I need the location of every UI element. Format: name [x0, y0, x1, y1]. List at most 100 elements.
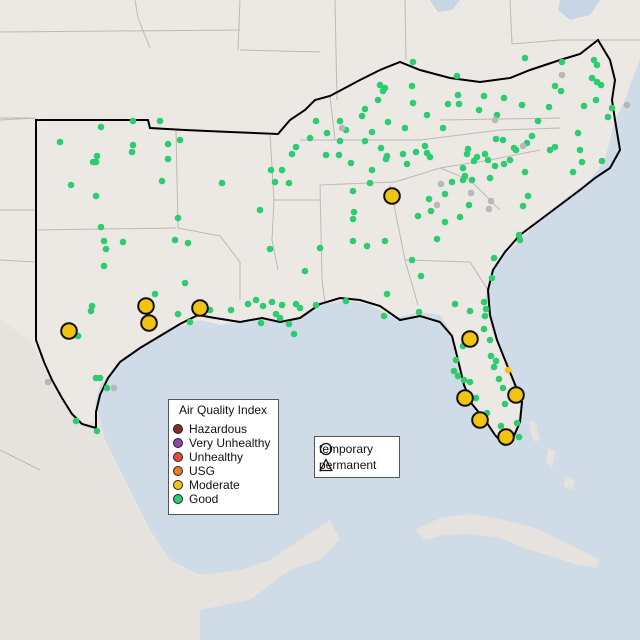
good-monitor-marker[interactable] [368, 128, 376, 136]
good-monitor-marker[interactable] [276, 314, 284, 322]
good-monitor-marker[interactable] [490, 254, 498, 262]
offline-monitor-marker[interactable] [433, 201, 441, 209]
good-monitor-marker[interactable] [349, 187, 357, 195]
good-monitor-marker[interactable] [102, 245, 110, 253]
good-monitor-marker[interactable] [590, 56, 598, 64]
good-monitor-marker[interactable] [384, 118, 392, 126]
good-monitor-marker[interactable] [426, 153, 434, 161]
good-monitor-marker[interactable] [423, 111, 431, 119]
offline-monitor-marker[interactable] [338, 124, 346, 132]
good-monitor-marker[interactable] [463, 150, 471, 158]
good-monitor-marker[interactable] [516, 236, 524, 244]
good-monitor-marker[interactable] [408, 256, 416, 264]
good-monitor-marker[interactable] [492, 135, 500, 143]
good-monitor-marker[interactable] [500, 160, 508, 168]
good-monitor-marker[interactable] [466, 378, 474, 386]
good-monitor-marker[interactable] [342, 297, 350, 305]
good-monitor-marker[interactable] [272, 310, 280, 318]
moderate-monitor-marker[interactable] [504, 366, 512, 374]
good-monitor-marker[interactable] [546, 146, 554, 154]
good-monitor-marker[interactable] [67, 181, 75, 189]
good-monitor-marker[interactable] [381, 237, 389, 245]
good-monitor-marker[interactable] [472, 394, 480, 402]
good-monitor-marker[interactable] [501, 400, 509, 408]
offline-monitor-marker[interactable] [437, 180, 445, 188]
good-monitor-marker[interactable] [524, 192, 532, 200]
good-monitor-marker[interactable] [358, 112, 366, 120]
good-monitor-marker[interactable] [164, 155, 172, 163]
good-monitor-marker[interactable] [361, 137, 369, 145]
good-monitor-marker[interactable] [244, 300, 252, 308]
offline-monitor-marker[interactable] [491, 116, 499, 124]
good-monitor-marker[interactable] [267, 166, 275, 174]
moderate-monitor-marker[interactable] [471, 411, 489, 429]
good-monitor-marker[interactable] [545, 103, 553, 111]
good-monitor-marker[interactable] [380, 312, 388, 320]
good-monitor-marker[interactable] [510, 144, 518, 152]
good-monitor-marker[interactable] [164, 140, 172, 148]
good-monitor-marker[interactable] [439, 124, 447, 132]
good-monitor-marker[interactable] [323, 129, 331, 137]
good-monitor-marker[interactable] [366, 179, 374, 187]
good-monitor-marker[interactable] [227, 306, 235, 314]
good-monitor-marker[interactable] [171, 236, 179, 244]
good-monitor-marker[interactable] [349, 237, 357, 245]
good-monitor-marker[interactable] [456, 213, 464, 221]
good-monitor-marker[interactable] [256, 206, 264, 214]
good-monitor-marker[interactable] [383, 290, 391, 298]
good-monitor-marker[interactable] [292, 143, 300, 151]
good-monitor-marker[interactable] [129, 141, 137, 149]
good-monitor-marker[interactable] [306, 134, 314, 142]
good-monitor-marker[interactable] [441, 218, 449, 226]
good-monitor-marker[interactable] [379, 87, 387, 95]
good-monitor-marker[interactable] [444, 100, 452, 108]
good-monitor-marker[interactable] [427, 207, 435, 215]
moderate-monitor-marker[interactable] [507, 386, 525, 404]
good-monitor-marker[interactable] [481, 150, 489, 158]
good-monitor-marker[interactable] [409, 99, 417, 107]
good-monitor-marker[interactable] [403, 160, 411, 168]
good-monitor-marker[interactable] [480, 298, 488, 306]
good-monitor-marker[interactable] [409, 58, 417, 66]
good-monitor-marker[interactable] [608, 104, 616, 112]
good-monitor-marker[interactable] [278, 166, 286, 174]
good-monitor-marker[interactable] [412, 148, 420, 156]
good-monitor-marker[interactable] [499, 136, 507, 144]
good-monitor-marker[interactable] [459, 176, 467, 184]
good-monitor-marker[interactable] [588, 74, 596, 82]
good-monitor-marker[interactable] [174, 310, 182, 318]
good-monitor-marker[interactable] [89, 158, 97, 166]
good-monitor-marker[interactable] [574, 129, 582, 137]
good-monitor-marker[interactable] [558, 58, 566, 66]
good-monitor-marker[interactable] [481, 312, 489, 320]
good-monitor-marker[interactable] [335, 151, 343, 159]
good-monitor-marker[interactable] [521, 168, 529, 176]
good-monitor-marker[interactable] [399, 150, 407, 158]
good-monitor-marker[interactable] [97, 223, 105, 231]
good-monitor-marker[interactable] [597, 81, 605, 89]
good-monitor-marker[interactable] [181, 279, 189, 287]
good-monitor-marker[interactable] [495, 375, 503, 383]
good-monitor-marker[interactable] [455, 100, 463, 108]
good-monitor-marker[interactable] [316, 244, 324, 252]
good-monitor-marker[interactable] [93, 427, 101, 435]
good-monitor-marker[interactable] [598, 157, 606, 165]
good-monitor-marker[interactable] [414, 212, 422, 220]
good-monitor-marker[interactable] [492, 357, 500, 365]
good-monitor-marker[interactable] [278, 301, 286, 309]
good-monitor-marker[interactable] [497, 422, 505, 430]
good-monitor-marker[interactable] [487, 352, 495, 360]
good-monitor-marker[interactable] [56, 138, 64, 146]
good-monitor-marker[interactable] [475, 106, 483, 114]
moderate-monitor-marker[interactable] [191, 299, 209, 317]
good-monitor-marker[interactable] [176, 136, 184, 144]
good-monitor-marker[interactable] [490, 363, 498, 371]
good-monitor-marker[interactable] [528, 132, 536, 140]
good-monitor-marker[interactable] [448, 178, 456, 186]
good-monitor-marker[interactable] [186, 318, 194, 326]
good-monitor-marker[interactable] [459, 164, 467, 172]
good-monitor-marker[interactable] [119, 238, 127, 246]
good-monitor-marker[interactable] [292, 300, 300, 308]
good-monitor-marker[interactable] [268, 298, 276, 306]
